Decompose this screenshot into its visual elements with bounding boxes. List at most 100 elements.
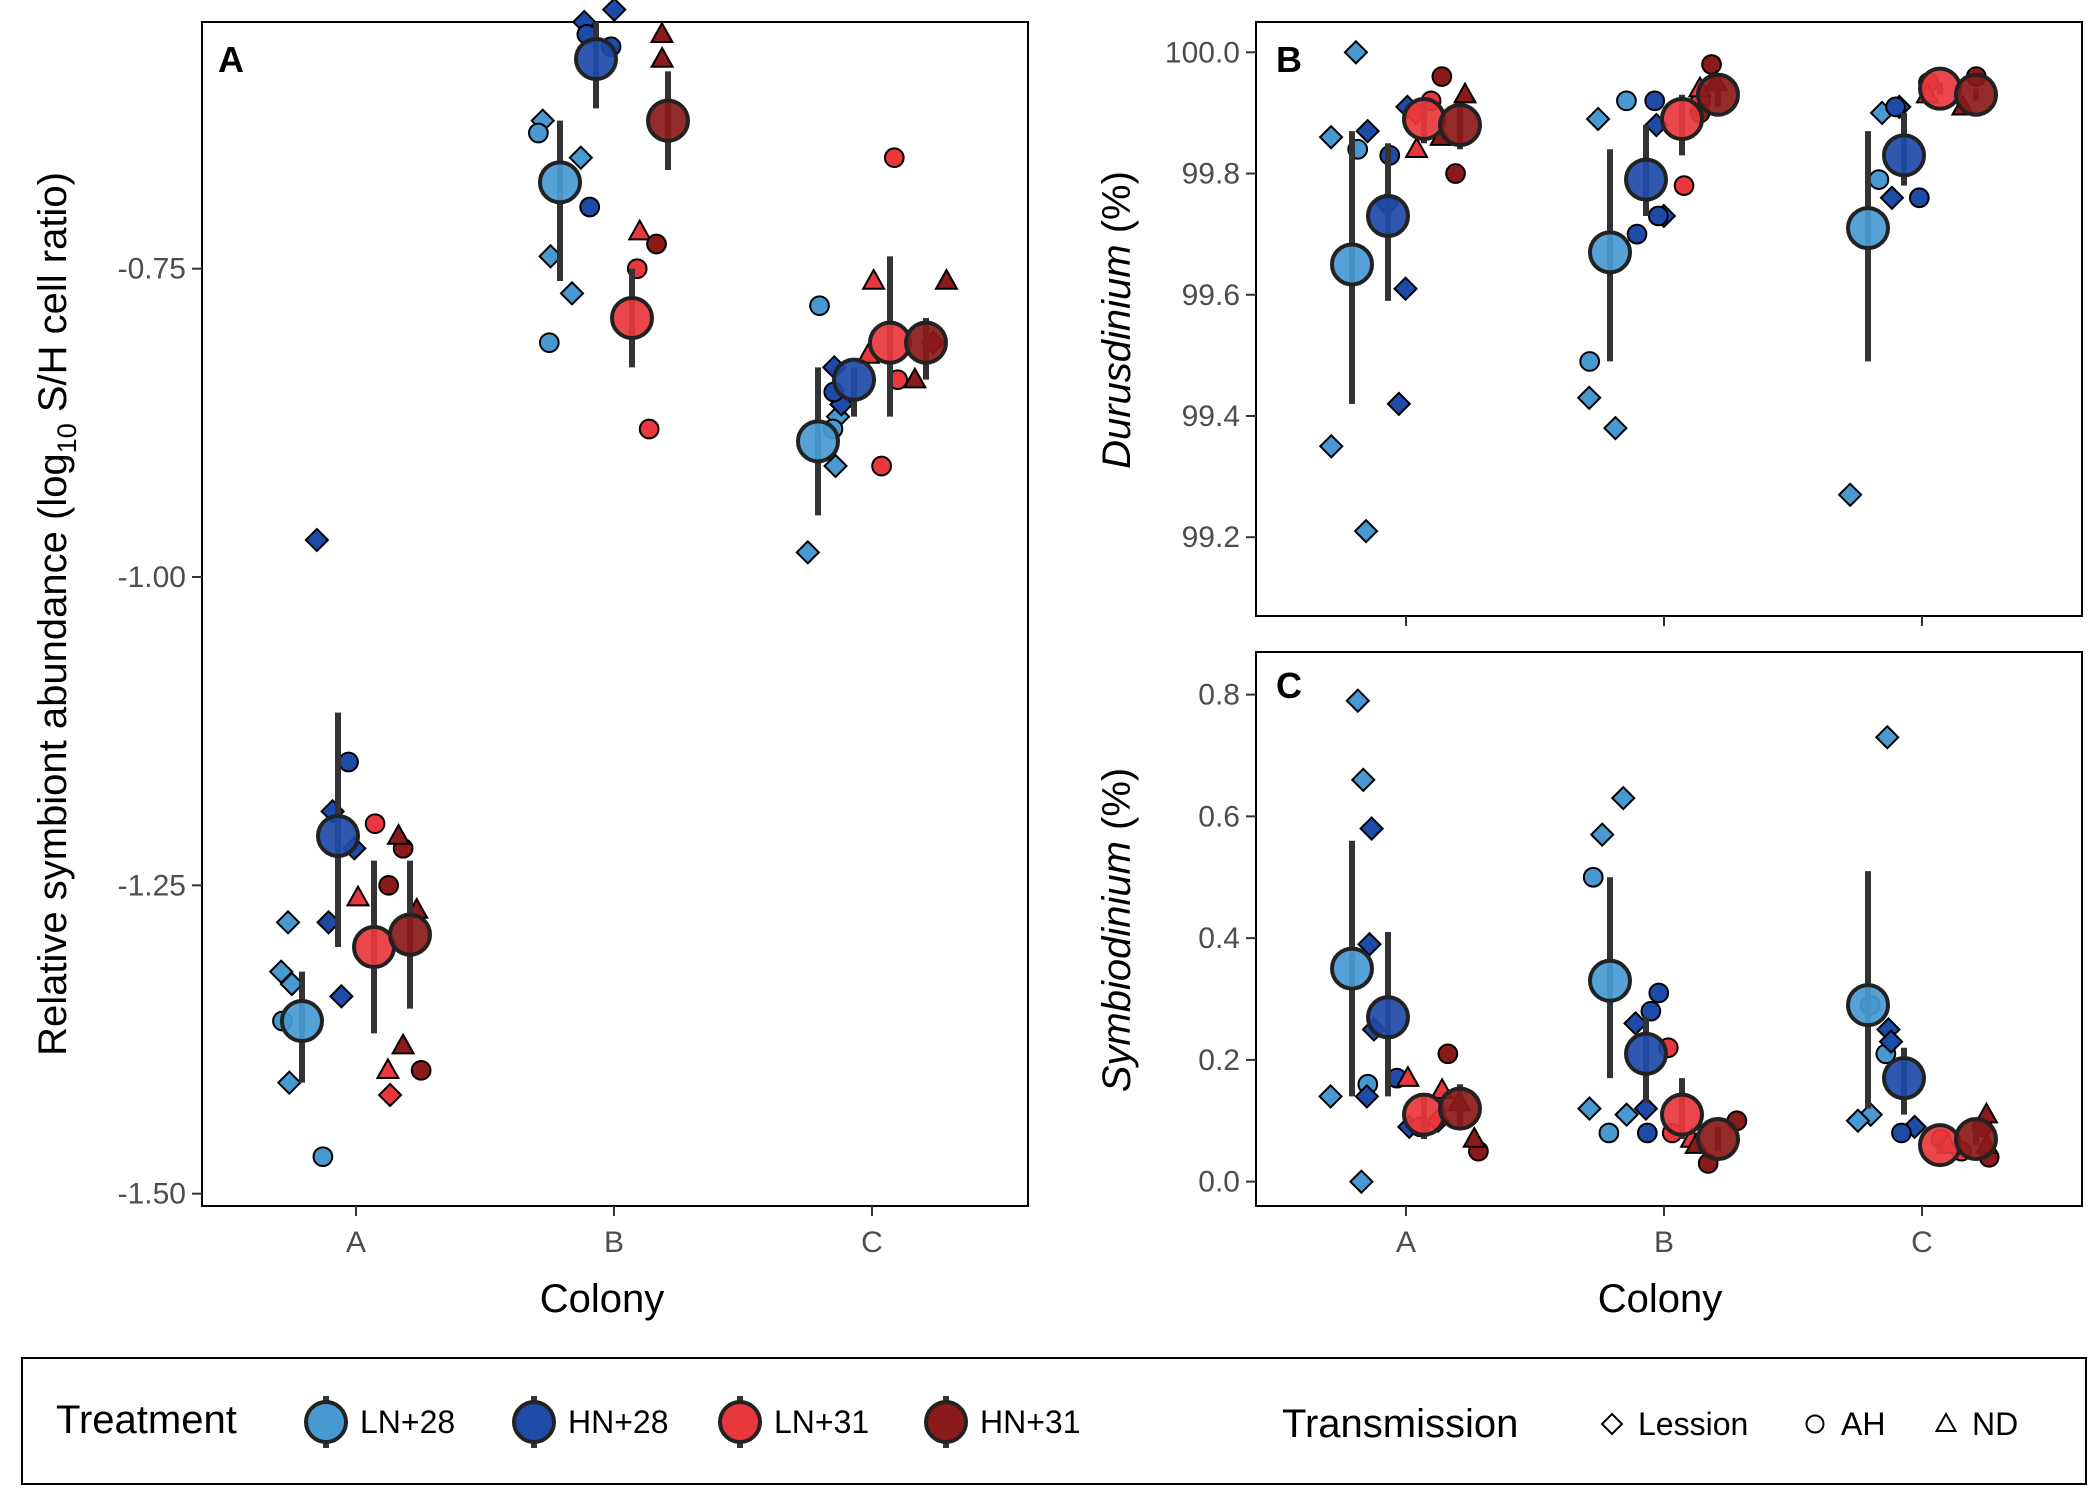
panel-a-y-ticks: -1.50 -1.25 -1.00 -0.75 (118, 253, 202, 1211)
y-tick-label: -1.25 (118, 869, 186, 902)
data-point (304, 527, 330, 553)
panel-c-x-ticks: A B C (1396, 1206, 1933, 1259)
mean-marker (1846, 206, 1890, 251)
data-point (646, 233, 667, 255)
data-point (1616, 90, 1637, 112)
data-point (1318, 124, 1344, 150)
legend-treatment-label: HN+31 (980, 1404, 1081, 1440)
y-tick-label: 0.6 (1198, 800, 1240, 833)
data-point (871, 455, 892, 477)
y-tick-label: 99.2 (1182, 521, 1240, 554)
y-tick-label: -1.50 (118, 1178, 186, 1211)
y-tick-label: -1.00 (118, 561, 186, 594)
data-point (364, 813, 386, 835)
y-tick-label: 0.2 (1198, 1044, 1240, 1077)
mean-marker (1696, 1117, 1740, 1162)
data-point (649, 45, 675, 68)
legend-treatment-label: LN+28 (360, 1404, 455, 1440)
mean-marker (1660, 1092, 1704, 1137)
data-point (1354, 1084, 1380, 1109)
data-point (312, 1146, 334, 1168)
data-point (377, 1082, 403, 1108)
legend-transmission-label: ND (1972, 1406, 2018, 1442)
mean-marker (832, 357, 876, 402)
data-point (559, 280, 585, 306)
panel-b-letter: B (1276, 39, 1302, 80)
x-tick-label: A (346, 1226, 366, 1259)
mean-marker (646, 98, 690, 143)
data-point (1589, 822, 1615, 848)
data-point (345, 884, 371, 907)
data-point (1623, 1010, 1648, 1036)
mean-marker (1624, 157, 1668, 202)
legend-transmission-symbol (1934, 1411, 1958, 1432)
mean-marker (316, 814, 360, 858)
legend-transmissions: Lession AH ND (1600, 1406, 2018, 1442)
data-point (1395, 1065, 1421, 1087)
data-point (1908, 187, 1930, 209)
x-tick-label: C (861, 1226, 883, 1259)
data-point (538, 332, 560, 354)
data-point (1345, 688, 1371, 714)
data-point (1343, 39, 1369, 65)
mean-marker (1954, 72, 1998, 117)
mean-marker (1624, 1031, 1668, 1076)
panel-b-x-ticks (1405, 616, 1923, 626)
x-tick-label: B (604, 1226, 624, 1259)
data-point (276, 1070, 302, 1096)
panel-a-letter: A (218, 39, 244, 80)
data-point (1350, 767, 1376, 793)
mean-marker (1954, 1117, 1998, 1162)
data-point (1640, 1000, 1662, 1022)
data-point (1355, 118, 1381, 144)
data-point (1585, 106, 1611, 132)
data-point (1878, 1029, 1904, 1055)
legend-treatment-swatch (512, 1400, 556, 1444)
data-point (1582, 866, 1604, 888)
mean-marker (280, 999, 324, 1043)
data-point (883, 147, 905, 169)
legend-transmission-title: Transmission (1282, 1402, 1518, 1446)
data-point (1885, 96, 1906, 118)
data-point (386, 822, 411, 845)
data-point (1644, 90, 1666, 112)
x-tick-label: B (1654, 1226, 1674, 1259)
mean-marker (1366, 193, 1410, 238)
data-point (1348, 1169, 1374, 1195)
panel-a-x-title: Colony (540, 1277, 665, 1321)
data-point (1318, 1084, 1343, 1109)
data-point (1462, 1125, 1487, 1148)
data-point (1576, 385, 1602, 411)
data-point (1602, 415, 1628, 441)
legend-treatment-swatch (718, 1400, 762, 1444)
panel-b: B 99.2 99.4 99.6 99.8 100.0 Durusdinium (%) (1095, 21, 2083, 626)
legend-treatment-label: HN+28 (568, 1404, 669, 1440)
data-point (275, 909, 301, 935)
panel-b-y-ticks: 99.2 99.4 99.6 99.8 100.0 (1165, 36, 1256, 554)
mean-marker (574, 37, 618, 81)
legend-treatment-swatch (924, 1400, 968, 1444)
data-point (1357, 931, 1382, 957)
data-point (809, 295, 830, 317)
mean-marker (1402, 1092, 1446, 1137)
mean-marker (904, 320, 948, 365)
data-point (579, 196, 601, 218)
data-point (1891, 1122, 1912, 1144)
data-point (1633, 1096, 1659, 1122)
data-point (627, 218, 652, 241)
data-point (1636, 1122, 1658, 1144)
data-point (1874, 724, 1900, 750)
data-point (1845, 1108, 1871, 1134)
legend-transmission-symbol (1600, 1412, 1624, 1436)
y-tick-label: 99.8 (1182, 158, 1240, 191)
legend-transmission-label: Lession (1638, 1406, 1748, 1442)
data-point (1673, 175, 1695, 197)
data-point (328, 983, 354, 1009)
data-point (410, 1059, 432, 1081)
mean-marker (388, 912, 432, 957)
data-point (390, 1032, 416, 1055)
data-point (1837, 482, 1863, 508)
y-tick-label: 100.0 (1165, 36, 1240, 69)
panel-c-y-title: Symbiodinium (%) (1095, 768, 1139, 1093)
data-point (1579, 351, 1601, 372)
